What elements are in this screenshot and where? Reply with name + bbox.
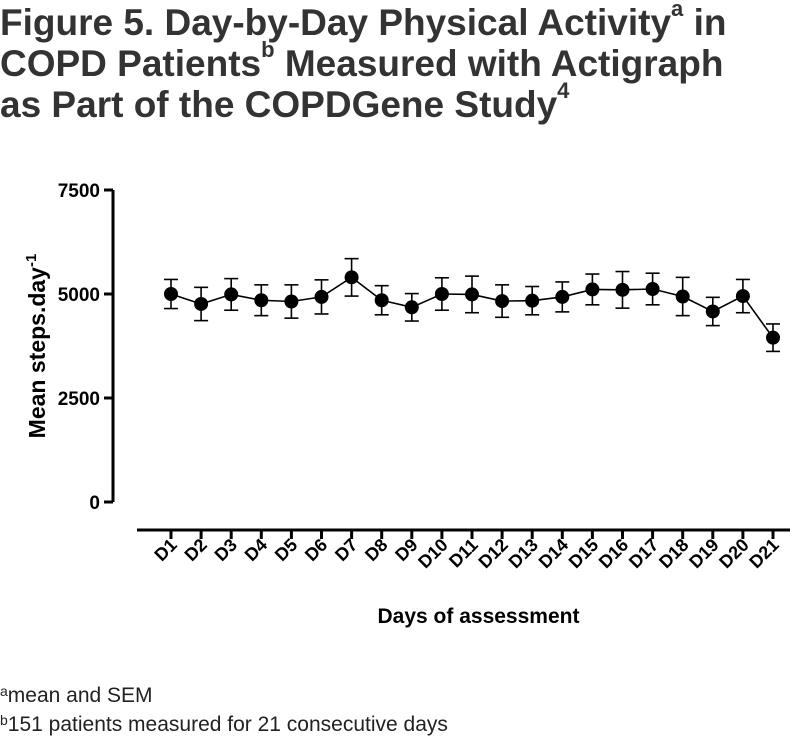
x-tick-label: D7 [331, 535, 361, 565]
y-tick-label: 2500 [58, 389, 100, 410]
data-point [194, 296, 209, 311]
data-point [434, 287, 449, 301]
data-point [314, 289, 329, 304]
x-tick-label: D1 [150, 535, 180, 565]
title-superscript: b [261, 37, 275, 62]
data-point [525, 293, 540, 308]
title-superscript: a [671, 0, 684, 21]
title-text: Figure 5. Day-by-Day Physical Activity [0, 2, 672, 43]
data-point [735, 289, 750, 304]
x-tick-label: D8 [361, 535, 391, 565]
data-point [254, 293, 269, 308]
title-line: COPD Patientsb Measured with Actigraph [0, 39, 790, 85]
x-tick-label: D6 [301, 535, 331, 565]
x-tick-label: D17 [625, 535, 662, 572]
footnote-text: mean and SEM [7, 684, 153, 707]
footnote-text: 151 patients measured for 21 consecutive… [7, 713, 448, 736]
footnote-superscript: a [0, 683, 8, 699]
title-text: COPD Patients [0, 43, 262, 84]
data-point [645, 282, 660, 297]
x-tick-label: D3 [211, 535, 241, 565]
figure-title: Figure 5. Day-by-Day Physical Activitya … [0, 0, 790, 126]
data-point [585, 282, 600, 297]
title-text-after: Measured with Actigraph [274, 43, 724, 84]
x-tick-label: D14 [535, 535, 572, 572]
data-point [675, 289, 690, 304]
data-point [705, 304, 720, 319]
title-text: as Part of the COPDGene Study [0, 84, 558, 125]
x-tick-label: D5 [271, 535, 301, 565]
x-tick-label: D4 [241, 535, 271, 565]
x-tick-label: D12 [474, 535, 511, 572]
footnote-a: amean and SEM [0, 683, 153, 708]
y-tick-label: 0 [89, 493, 100, 514]
y-tick-label: 5000 [58, 285, 100, 306]
x-axis-label: Days of assessment [378, 605, 580, 628]
data-point [284, 294, 299, 309]
title-line: as Part of the COPDGene Study4 [0, 80, 790, 126]
data-point [164, 287, 178, 301]
data-point [555, 289, 570, 304]
y-axis-label-superscript: -1 [23, 254, 40, 267]
data-point [615, 282, 630, 297]
x-tick-label: D2 [181, 535, 211, 565]
data-point [495, 294, 510, 309]
footnote-b: b151 patients measured for 21 consecutiv… [0, 712, 448, 737]
data-point [374, 293, 389, 308]
x-tick-label: D21 [745, 535, 782, 572]
x-tick-label: D16 [595, 535, 632, 572]
y-axis-label-text: Mean steps.day [24, 267, 50, 438]
data-point [465, 287, 479, 302]
data-point [766, 330, 780, 345]
title-line: Figure 5. Day-by-Day Physical Activitya … [0, 0, 790, 43]
x-tick-label: D18 [655, 535, 692, 572]
y-tick-label: 7500 [58, 181, 100, 202]
x-tick-label: D10 [414, 535, 451, 572]
data-point [224, 287, 239, 302]
x-tick-label: D19 [685, 535, 722, 572]
x-tick-label: D15 [565, 535, 602, 572]
y-axis-label: Mean steps.day-1 [23, 254, 50, 439]
x-tick-label: D13 [505, 535, 542, 572]
title-text-after: in [683, 2, 727, 43]
x-tick-label: D11 [445, 535, 482, 572]
title-superscript: 4 [557, 78, 570, 103]
data-point [404, 300, 419, 315]
x-tick-label: D20 [715, 535, 752, 572]
footnote-superscript: b [0, 712, 8, 728]
data-point [344, 270, 359, 285]
